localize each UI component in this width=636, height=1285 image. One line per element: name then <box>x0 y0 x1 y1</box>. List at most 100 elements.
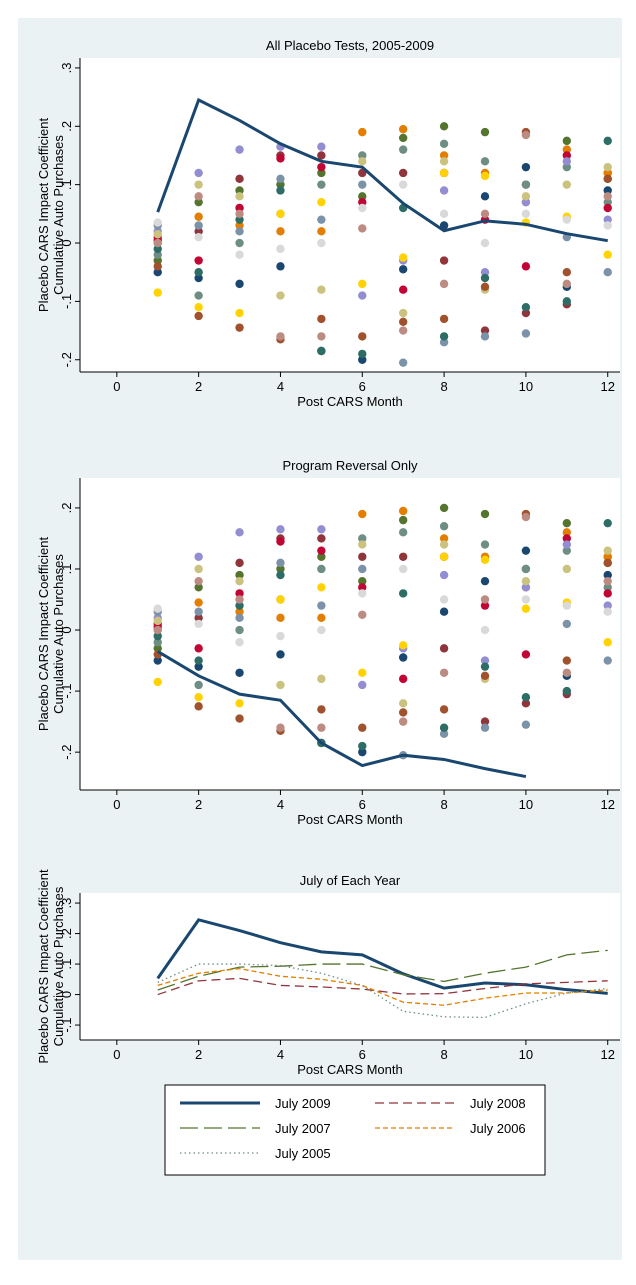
scatter-point <box>521 604 531 613</box>
x-tick-label: 8 <box>440 797 447 812</box>
scatter-point <box>603 174 612 184</box>
scatter-point <box>439 552 449 561</box>
scatter-point <box>235 699 244 708</box>
scatter-point <box>480 625 490 635</box>
scatter-point <box>603 192 612 201</box>
scatter-point <box>398 125 408 134</box>
scatter-point <box>194 267 203 277</box>
scatter-point <box>521 197 531 207</box>
scatter-point <box>276 564 285 574</box>
scatter-point <box>235 323 244 332</box>
scatter-point <box>521 180 531 189</box>
scatter-point <box>439 314 449 324</box>
scatter-point <box>358 203 367 213</box>
scatter-point <box>276 227 285 236</box>
legend-label: July 2006 <box>470 1121 526 1136</box>
scatter-point <box>480 326 490 335</box>
scatter-point <box>235 174 244 184</box>
scatter-point <box>480 662 490 671</box>
scatter-point <box>235 589 244 598</box>
scatter-point <box>317 215 326 224</box>
scatter-point <box>398 515 408 525</box>
series-line <box>157 977 608 996</box>
scatter-point <box>480 273 490 283</box>
scatter-point <box>276 332 285 341</box>
scatter-point <box>521 564 531 574</box>
scatter-point <box>603 518 612 528</box>
scatter-point <box>276 613 285 623</box>
scatter-point <box>194 607 203 616</box>
scatter-point <box>439 338 449 347</box>
scatter-point <box>276 650 285 659</box>
scatter-point <box>235 570 244 580</box>
scatter-point <box>439 122 449 131</box>
y-tick-label: .3 <box>59 63 74 74</box>
scatter-point <box>439 705 449 714</box>
scatter-point <box>153 656 162 665</box>
scatter-point <box>480 267 490 277</box>
scatter-point <box>480 595 490 604</box>
scatter-point <box>317 525 326 534</box>
scatter-point <box>317 168 326 178</box>
scatter-point <box>153 256 162 265</box>
scatter-point <box>194 221 203 230</box>
scatter-point <box>480 509 490 519</box>
y-tick-label: -.1 <box>59 684 74 699</box>
y-tick-label: -.2 <box>59 745 74 760</box>
scatter-point <box>562 136 572 146</box>
scatter-point <box>480 127 490 137</box>
scatter-point <box>235 668 244 677</box>
scatter-point <box>358 349 367 359</box>
y-tick-label: 0 <box>59 991 74 998</box>
y-tick-label: -.1 <box>59 1017 74 1032</box>
scatter-point <box>521 209 531 219</box>
scatter-point <box>153 625 162 635</box>
scatter-point <box>194 619 203 629</box>
scatter-point <box>439 139 449 148</box>
scatter-point <box>480 238 490 248</box>
scatter-point <box>194 692 203 702</box>
scatter-point <box>235 221 244 230</box>
scatter-point <box>603 576 612 586</box>
series-line <box>156 650 527 779</box>
x-tick-label: 10 <box>519 1047 533 1062</box>
scatter-point <box>358 680 367 690</box>
scatter-point <box>562 297 572 306</box>
scatter-point <box>562 564 572 574</box>
x-axis-title: Post CARS Month <box>297 1062 403 1077</box>
scatter-point <box>603 203 612 213</box>
x-tick-label: 4 <box>277 379 284 394</box>
scatter-point <box>439 209 449 219</box>
scatter-point <box>317 625 326 635</box>
scatter-point <box>358 197 367 207</box>
scatter-point <box>194 212 203 221</box>
x-tick-label: 12 <box>600 379 614 394</box>
y-tick-label: .2 <box>59 502 74 513</box>
scatter-point <box>358 668 367 677</box>
scatter-point <box>603 583 612 592</box>
scatter-point <box>317 238 326 248</box>
scatter-point <box>235 601 244 610</box>
scatter-point <box>194 303 203 312</box>
y-tick-label: .3 <box>59 898 74 909</box>
scatter-point <box>603 221 612 230</box>
scatter-point <box>562 546 572 555</box>
scatter-point <box>398 253 408 262</box>
scatter-point <box>603 656 612 665</box>
scatter-point <box>398 641 408 650</box>
scatter-point <box>480 576 490 586</box>
scatter-point <box>480 656 490 665</box>
scatter-point <box>358 583 367 592</box>
scatter-point <box>153 638 162 647</box>
scatter-point <box>358 157 367 166</box>
scatter-point <box>276 631 285 641</box>
legend-label: July 2008 <box>470 1096 526 1111</box>
series-line <box>157 949 608 991</box>
scatter-point <box>521 308 531 318</box>
scatter-point <box>398 133 408 143</box>
y-tick-label: -.2 <box>59 352 74 367</box>
y-tick-label: .1 <box>59 179 74 190</box>
scatter-point <box>358 332 367 341</box>
scatter-point <box>194 644 203 653</box>
